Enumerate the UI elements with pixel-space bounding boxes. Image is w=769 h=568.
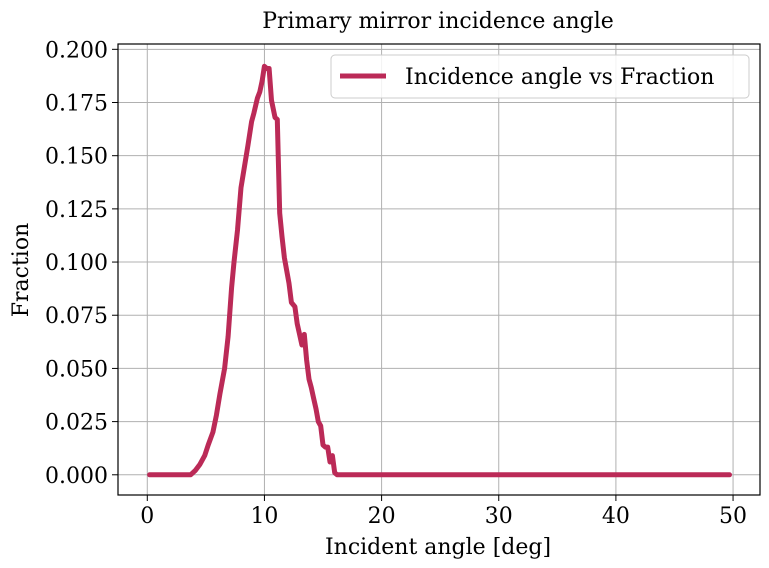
x-tick-label: 40 — [602, 504, 630, 529]
y-tick-label: 0.175 — [45, 92, 108, 117]
y-axis-ticks: 0.000 0.025 0.050 0.075 0.100 0.125 0.150 0.175… — [45, 38, 118, 489]
x-tick-label: 10 — [250, 504, 278, 529]
x-tick-label: 20 — [368, 504, 396, 529]
x-axis-ticks: 0 10 20 30 40 50 — [140, 495, 747, 529]
legend-box — [330, 54, 750, 99]
y-tick-label: 0.100 — [45, 251, 108, 276]
y-axis-label: Fraction — [9, 223, 34, 318]
x-tick-label: 50 — [719, 504, 747, 529]
plot-frame — [117, 43, 761, 496]
y-tick-label: 0.000 — [45, 464, 108, 489]
grid-lines — [118, 44, 760, 495]
legend: Incidence angle vs Fraction — [330, 54, 750, 99]
legend-label: Incidence angle vs Fraction — [405, 65, 714, 90]
series-layer — [147, 63, 732, 478]
y-tick-label: 0.050 — [45, 357, 108, 382]
y-tick-label: 0.125 — [45, 198, 108, 223]
y-tick-label: 0.150 — [45, 145, 108, 170]
x-tick-label: 0 — [140, 504, 154, 529]
x-tick-label: 30 — [485, 504, 513, 529]
y-tick-label: 0.025 — [45, 411, 108, 436]
y-tick-label: 0.075 — [45, 304, 108, 329]
chart-title: Primary mirror incidence angle — [262, 9, 614, 34]
series-line — [147, 63, 732, 478]
y-tick-label: 0.200 — [45, 38, 108, 63]
x-axis-label: Incident angle [deg] — [325, 535, 551, 560]
